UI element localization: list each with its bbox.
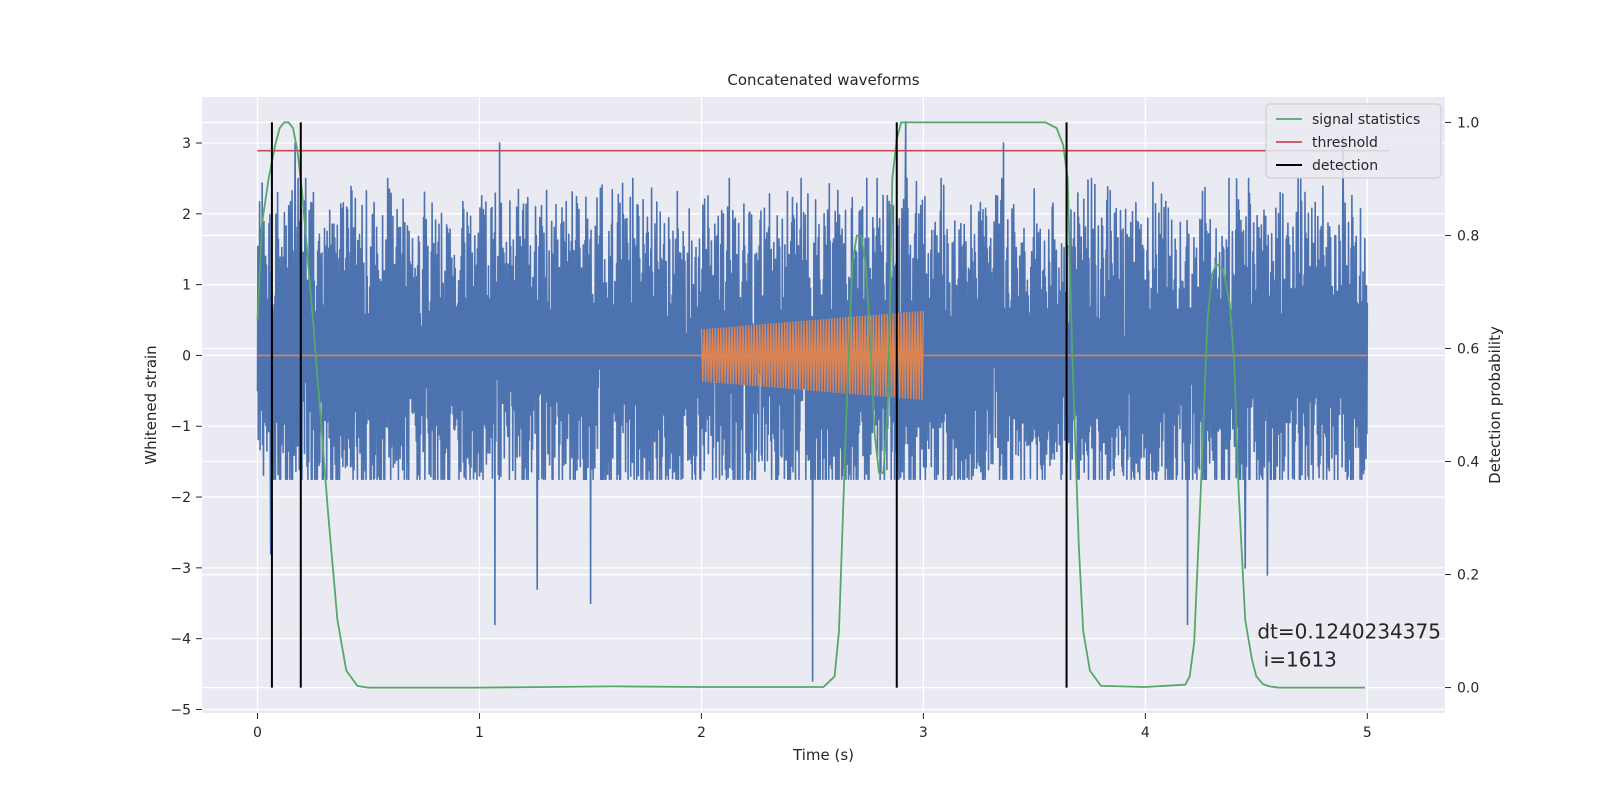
y-tick-label: −5: [170, 702, 191, 718]
axes: 0 1 2 3 4 5 −5 −4 −3 −2 −1 0 1 2 3 0.0 0.2 0.4 0.6 0.8 1.0: [170, 115, 1479, 741]
x-tick-label: 1: [475, 725, 484, 741]
x-tick-label: 4: [1141, 725, 1150, 741]
y-tick-label: −4: [170, 632, 191, 648]
chart-title: Concatenated waveforms: [727, 71, 919, 89]
x-tick-label: 0: [253, 725, 262, 741]
y-axis-label: Whitened strain: [142, 345, 160, 464]
y2-tick-label: 1.0: [1457, 115, 1479, 131]
y-tick-label: −3: [170, 561, 191, 577]
signal-statistics-line: [256, 121, 1366, 689]
y2-axis-label: Detection probability: [1486, 326, 1504, 484]
y2-tick-label: 0.0: [1457, 681, 1479, 697]
y2-tick-label: 0.6: [1457, 341, 1479, 357]
y-tick-label: 2: [182, 207, 191, 223]
detection-series: [270, 122, 1068, 688]
legend-box: [1265, 103, 1442, 179]
annotation: dt=0.1240234375 i=1613: [1257, 620, 1441, 672]
injection-line: [700, 310, 925, 400]
legend-label: threshold: [1312, 135, 1378, 151]
x-tick-label: 3: [919, 725, 928, 741]
whitened-strain-series: [256, 121, 1369, 682]
injected-waveform-series: [700, 310, 925, 400]
legend: signal statistics threshold detection: [1265, 103, 1442, 179]
legend-label: signal statistics: [1312, 112, 1420, 128]
strain-line: [256, 121, 1369, 682]
y2-tick-label: 0.2: [1457, 568, 1479, 584]
legend-label: detection: [1312, 158, 1378, 174]
y2-tick-label: 0.4: [1457, 455, 1479, 471]
y-tick-label: 3: [182, 136, 191, 152]
annotation-line: i=1613: [1257, 648, 1337, 672]
y2-tick-label: 0.8: [1457, 228, 1479, 244]
x-axis-label: Time (s): [792, 746, 854, 764]
x-tick-label: 5: [1363, 725, 1372, 741]
x-tick-label: 2: [697, 725, 706, 741]
y-tick-label: 0: [182, 348, 191, 364]
y-tick-label: 1: [182, 278, 191, 294]
y-tick-label: −2: [170, 490, 191, 506]
y-tick-label: −1: [170, 419, 191, 435]
annotation-line: dt=0.1240234375: [1257, 620, 1441, 644]
signal-statistics-series: [256, 121, 1366, 689]
